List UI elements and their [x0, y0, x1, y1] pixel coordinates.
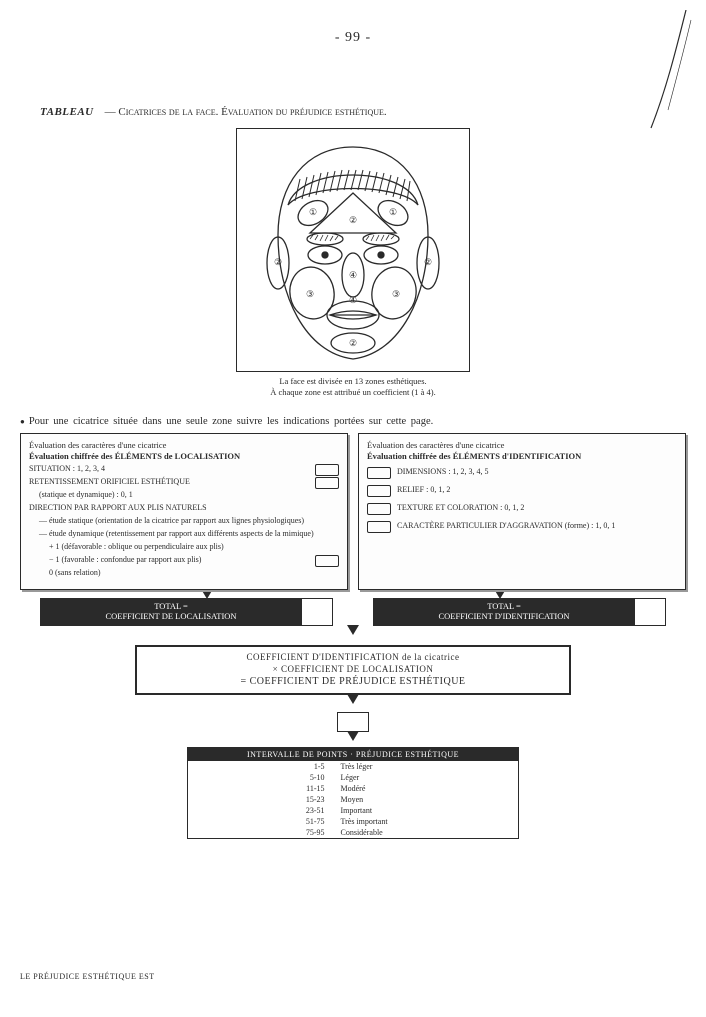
- table-row: 11-15Modéré: [188, 783, 518, 794]
- loc-direction: DIRECTION PAR RAPPORT AUX PLIS NATURELS: [29, 503, 339, 513]
- tableau-title: TABLEAU — Cicatrices de la face. Évaluat…: [40, 106, 676, 118]
- localisation-panel: Évaluation des caractères d'une cicatric…: [20, 433, 348, 590]
- page-number: - 99 -: [0, 0, 706, 46]
- face-diagram: ① ① ② ② ② ③ ③ ④ ③ ③ ④ ②: [250, 135, 456, 365]
- total-right-label: COEFFICIENT D'IDENTIFICATION: [439, 611, 570, 621]
- loc-dir-a: — étude statique (orientation de la cica…: [39, 516, 339, 526]
- face-caption: La face est divisée en 13 zones esthétiq…: [0, 376, 706, 398]
- id-r4: CARACTÈRE PARTICULIER D'AGGRAVATION (for…: [397, 521, 615, 531]
- svg-text:④: ④: [349, 295, 357, 305]
- arrow-down-icon: [347, 694, 359, 704]
- table-row: 75-95Considérable: [188, 827, 518, 838]
- svg-text:①: ①: [309, 207, 317, 217]
- svg-text:③: ③: [306, 289, 314, 299]
- svg-text:③: ③: [321, 250, 329, 260]
- loc-situation-box[interactable]: [315, 464, 339, 476]
- interval-table: INTERVALLE DE POINTS · PRÉJUDICE ESTHÉTI…: [187, 747, 519, 839]
- total-left-box[interactable]: [302, 598, 333, 626]
- svg-text:④: ④: [349, 270, 357, 280]
- side-label: LE PRÉJUDICE ESTHÉTIQUE EST: [20, 972, 155, 981]
- face-caption-1: La face est divisée en 13 zones esthétiq…: [279, 376, 426, 386]
- id-hdr1: Évaluation des caractères d'une cicatric…: [367, 440, 677, 451]
- title-rest: — Cicatrices de la face. Évaluation du p…: [105, 106, 387, 118]
- id-box-1[interactable]: [367, 467, 391, 479]
- svg-text:②: ②: [274, 257, 282, 267]
- instruction-line: Pour une cicatrice située dans une seule…: [20, 416, 686, 427]
- coefficient-formula: COEFFICIENT D'IDENTIFICATION de la cicat…: [135, 645, 571, 695]
- total-identification: TOTAL = COEFFICIENT D'IDENTIFICATION: [373, 598, 666, 626]
- id-box-4[interactable]: [367, 521, 391, 533]
- svg-text:③: ③: [392, 289, 400, 299]
- id-r3: TEXTURE ET COLORATION : 0, 1, 2: [397, 503, 524, 513]
- svg-text:②: ②: [349, 338, 357, 348]
- loc-dir-b2: − 1 (favorable : confondue par rapport a…: [49, 555, 201, 564]
- table-row: 51-75Très important: [188, 816, 518, 827]
- arrow-down-icon: [347, 625, 359, 635]
- title-label: TABLEAU: [40, 106, 94, 118]
- id-box-2[interactable]: [367, 485, 391, 497]
- id-box-3[interactable]: [367, 503, 391, 515]
- loc-retent-sub: (statique et dynamique) : 0, 1: [39, 490, 339, 500]
- face-diagram-frame: ① ① ② ② ② ③ ③ ④ ③ ③ ④ ②: [236, 128, 470, 372]
- loc-hdr2: Évaluation chiffrée des ÉLÉMENTS de LOCA…: [29, 451, 339, 462]
- loc-situation: SITUATION : 1, 2, 3, 4: [29, 464, 105, 473]
- total-left-small: TOTAL =: [154, 601, 188, 611]
- arrow-down-icon: [347, 731, 359, 741]
- loc-retent-box[interactable]: [315, 477, 339, 489]
- table-row: 5-10Léger: [188, 772, 518, 783]
- coef-result-box[interactable]: [337, 712, 369, 732]
- interval-header: INTERVALLE DE POINTS · PRÉJUDICE ESTHÉTI…: [188, 748, 518, 761]
- coef-l1: COEFFICIENT D'IDENTIFICATION de la cicat…: [143, 651, 563, 663]
- total-right-box[interactable]: [635, 598, 666, 626]
- svg-text:②: ②: [349, 215, 357, 225]
- svg-text:③: ③: [377, 250, 385, 260]
- coef-l2: × COEFFICIENT DE LOCALISATION: [143, 663, 563, 675]
- loc-hdr1: Évaluation des caractères d'une cicatric…: [29, 440, 339, 451]
- coef-l3: = COEFFICIENT DE PRÉJUDICE ESTHÉTIQUE: [143, 675, 563, 689]
- id-hdr2: Évaluation chiffrée des ÉLÉMENTS d'IDENT…: [367, 451, 677, 462]
- loc-dir-b1: + 1 (défavorable : oblique ou perpendicu…: [49, 542, 339, 552]
- total-left-label: COEFFICIENT DE LOCALISATION: [105, 611, 236, 621]
- loc-direction-box[interactable]: [315, 555, 339, 567]
- identification-panel: Évaluation des caractères d'une cicatric…: [358, 433, 686, 590]
- table-row: 15-23Moyen: [188, 794, 518, 805]
- id-r1: DIMENSIONS : 1, 2, 3, 4, 5: [397, 467, 489, 477]
- total-localisation: TOTAL = COEFFICIENT DE LOCALISATION: [40, 598, 333, 626]
- table-row: 1-5Très léger: [188, 761, 518, 772]
- face-caption-2: À chaque zone est attribué un coefficien…: [270, 387, 436, 397]
- table-row: 23-51Important: [188, 805, 518, 816]
- id-r2: RELIEF : 0, 1, 2: [397, 485, 450, 495]
- loc-dir-b3: 0 (sans relation): [49, 568, 339, 578]
- loc-retent: RETENTISSEMENT ORIFICIEL ESTHÉTIQUE: [29, 477, 190, 486]
- svg-text:①: ①: [389, 207, 397, 217]
- svg-text:②: ②: [424, 257, 432, 267]
- total-right-small: TOTAL =: [487, 601, 521, 611]
- loc-dir-b: — étude dynamique (retentissement par ra…: [39, 529, 339, 539]
- interval-rows: 1-5Très léger5-10Léger11-15Modéré15-23Mo…: [188, 761, 518, 838]
